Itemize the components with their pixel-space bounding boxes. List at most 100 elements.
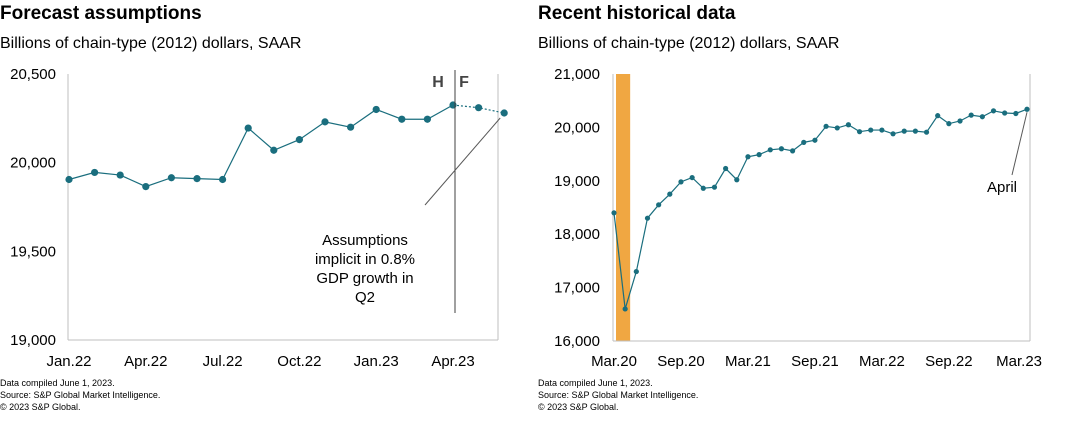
recession-band xyxy=(616,74,631,341)
right-data-point xyxy=(656,202,662,208)
left-x-tick-label: Apr.23 xyxy=(431,353,474,370)
forecast-label: F xyxy=(459,74,469,91)
right-data-point xyxy=(923,129,930,135)
right-data-point xyxy=(611,210,617,216)
right-data-point xyxy=(979,114,985,120)
right-data-point xyxy=(901,128,907,134)
right-data-point xyxy=(845,122,852,128)
right-data-point xyxy=(801,139,807,145)
left-data-point xyxy=(116,171,124,179)
annotation-text-line: implicit in 0.8% xyxy=(315,251,415,268)
left-chart-subtitle: Billions of chain-type (2012) dollars, S… xyxy=(0,35,302,52)
left-data-point xyxy=(423,115,431,123)
right-x-tick-label: Mar.22 xyxy=(859,353,905,370)
left-y-tick-label: 19,500 xyxy=(10,243,56,260)
right-data-point xyxy=(912,128,918,134)
right-y-tick-label: 20,000 xyxy=(554,119,600,136)
forecast-chart: 20,500 20,000 19,500 19,000 Jan.22 Apr.22 Jul.… xyxy=(10,66,508,370)
right-data-point xyxy=(868,127,874,133)
left-y-tick-label: 20,500 xyxy=(10,66,56,83)
right-y-tick-label: 19,000 xyxy=(554,173,600,190)
left-data-point xyxy=(449,101,457,109)
left-notes: Data compiled June 1, 2023. Source: S&P … xyxy=(0,377,160,413)
left-forecast-point xyxy=(475,104,483,112)
left-data-point xyxy=(91,168,99,177)
right-data-point xyxy=(767,147,773,153)
right-data-point xyxy=(823,123,829,129)
right-data-point xyxy=(644,215,651,221)
right-data-point xyxy=(856,129,863,135)
left-data-point xyxy=(219,175,227,184)
left-y-tick-label: 19,000 xyxy=(10,332,56,349)
right-note-compiled: Data compiled June 1, 2023. xyxy=(538,378,653,388)
right-data-point xyxy=(622,306,628,312)
right-data-point xyxy=(968,112,974,118)
left-x-tick-label: Oct.22 xyxy=(277,353,321,370)
right-data-point xyxy=(957,118,963,124)
april-leader-line xyxy=(1011,112,1028,176)
right-data-point xyxy=(756,152,762,158)
right-data-point xyxy=(812,137,818,143)
left-historical-line xyxy=(68,104,454,188)
right-series-line xyxy=(613,108,1028,310)
right-y-tick-label: 16,000 xyxy=(554,333,600,350)
left-note-source: Source: S&P Global Market Intelligence. xyxy=(0,390,161,400)
forecast-panel: Forecast assumptions Billions of chain-t… xyxy=(0,0,530,422)
right-data-point xyxy=(946,121,952,127)
left-x-tick-label: Jul.22 xyxy=(203,353,243,370)
right-y-tick-label: 21,000 xyxy=(554,66,600,83)
left-data-point xyxy=(321,118,329,126)
left-chart-title: Forecast assumptions xyxy=(0,3,202,24)
left-note-copyright: © 2023 S&P Global. xyxy=(0,402,81,412)
right-notes: Data compiled June 1, 2023. Source: S&P … xyxy=(538,377,698,413)
left-data-point xyxy=(270,146,278,154)
annotation-leader-line xyxy=(424,117,501,206)
right-chart-title: Recent historical data xyxy=(538,3,736,24)
annotation-text-line: Assumptions xyxy=(322,232,408,249)
right-data-point xyxy=(890,131,896,137)
historical-label: H xyxy=(432,74,444,91)
right-data-point xyxy=(700,185,706,191)
right-data-point xyxy=(1002,110,1008,116)
annotation-text-line: GDP growth in xyxy=(316,270,413,287)
historical-panel: Recent historical data Billions of chain… xyxy=(538,0,1065,422)
right-data-point xyxy=(778,146,785,152)
right-x-tick-label: Mar.23 xyxy=(996,353,1042,370)
left-data-point xyxy=(398,115,406,123)
right-data-point xyxy=(1024,106,1030,112)
right-x-tick-label: Sep.22 xyxy=(925,353,973,370)
right-data-point xyxy=(879,127,885,133)
historical-chart: 21,000 20,000 19,000 18,000 17,000 16,000 Mar.… xyxy=(554,66,1042,370)
right-data-point xyxy=(834,125,840,131)
right-y-tick-label: 18,000 xyxy=(554,226,600,243)
right-chart-subtitle: Billions of chain-type (2012) dollars, S… xyxy=(538,35,840,52)
right-y-tick-label: 17,000 xyxy=(554,280,600,297)
april-annotation: April xyxy=(987,179,1017,196)
right-data-point xyxy=(667,191,673,197)
left-data-point xyxy=(244,124,252,132)
right-data-point xyxy=(990,108,997,114)
annotation-text-line: Q2 xyxy=(355,289,375,306)
left-x-tick-label: Jan.22 xyxy=(46,353,91,370)
left-data-point xyxy=(347,123,355,131)
left-x-tick-label: Apr.22 xyxy=(124,353,167,370)
left-y-tick-label: 20,000 xyxy=(10,155,56,172)
left-data-point xyxy=(193,175,201,183)
right-note-copyright: © 2023 S&P Global. xyxy=(538,402,619,412)
left-data-point xyxy=(142,183,150,191)
left-data-point xyxy=(65,175,73,184)
right-data-point xyxy=(678,179,684,185)
right-data-point xyxy=(1013,110,1019,117)
left-data-point xyxy=(372,105,380,114)
right-x-tick-label: Mar.21 xyxy=(725,353,771,370)
right-data-point xyxy=(633,268,639,275)
left-forecast-point xyxy=(500,109,508,117)
right-data-point xyxy=(935,113,941,119)
left-data-point xyxy=(167,174,175,182)
right-data-point xyxy=(745,154,751,160)
right-data-point xyxy=(723,165,729,172)
right-x-tick-label: Mar.20 xyxy=(591,353,637,370)
right-data-point xyxy=(689,174,695,181)
left-note-compiled: Data compiled June 1, 2023. xyxy=(0,378,115,388)
right-x-tick-label: Sep.20 xyxy=(657,353,705,370)
